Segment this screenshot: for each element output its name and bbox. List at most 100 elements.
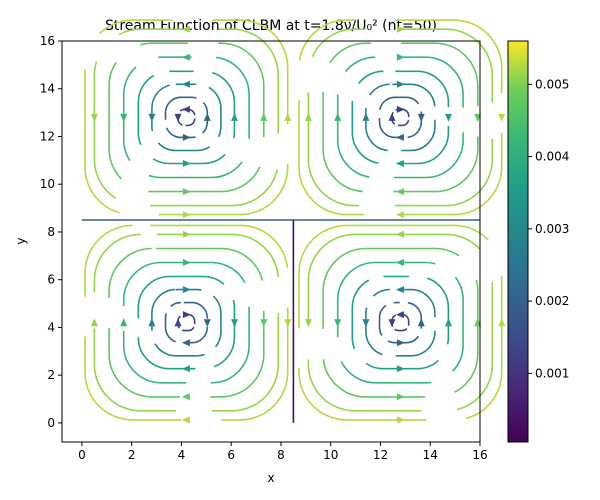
colorbar <box>507 40 529 443</box>
x-tick-label: 2 <box>128 448 136 462</box>
flow-arrow <box>396 393 405 401</box>
flow-arrow <box>445 318 452 327</box>
streamline <box>151 288 222 357</box>
vortex-1 <box>84 19 292 219</box>
streamline <box>322 247 479 398</box>
flow-arrow <box>417 113 425 122</box>
flow-arrow <box>334 319 342 328</box>
flow-arrow <box>231 112 238 121</box>
plot-area <box>81 19 506 424</box>
flow-arrow <box>395 211 404 219</box>
flow-arrow <box>445 113 452 122</box>
flow-arrow <box>182 230 191 238</box>
y-tick-label: 8 <box>47 225 55 239</box>
vortex-3 <box>84 224 292 424</box>
x-tick-label: 10 <box>323 448 338 462</box>
flow-arrow <box>181 339 190 347</box>
flow-arrow <box>90 318 98 327</box>
flow-arrow <box>498 113 506 122</box>
flow-arrow <box>396 80 405 88</box>
streamline <box>122 56 250 179</box>
flow-arrow <box>203 319 211 328</box>
y-tick-label: 14 <box>40 82 55 96</box>
flow-arrow <box>304 319 312 328</box>
streamline <box>164 301 209 344</box>
y-tick-label: 4 <box>47 320 55 334</box>
flow-arrow <box>181 416 190 424</box>
streamline <box>164 96 209 139</box>
streamline <box>322 42 479 193</box>
flow-arrow <box>181 25 190 33</box>
flow-arrow <box>260 112 268 121</box>
y-tick-label: 10 <box>40 177 55 191</box>
flow-arrow <box>362 319 370 328</box>
streamline <box>391 108 410 127</box>
streamline <box>378 301 423 344</box>
flow-arrow <box>182 160 191 167</box>
y-tick-label: 12 <box>40 129 55 143</box>
streamline <box>84 19 289 216</box>
flow-arrow <box>90 113 98 122</box>
streamline <box>177 108 196 127</box>
flow-arrow <box>120 318 128 327</box>
flow-arrow <box>120 113 128 122</box>
streamline <box>298 224 503 421</box>
streamline <box>84 224 289 421</box>
flow-arrow <box>396 365 405 373</box>
flow-arrow <box>181 53 190 61</box>
streamline <box>298 19 503 216</box>
y-axis: 0 2 4 6 8 10 12 14 16 <box>40 34 62 430</box>
flow-arrow <box>396 416 405 424</box>
streamline <box>108 247 265 398</box>
flow-arrow <box>474 318 482 327</box>
flow-arrow <box>417 318 425 327</box>
streamline <box>336 261 464 384</box>
flow-arrow <box>396 339 405 347</box>
flow-arrow <box>334 112 342 121</box>
flow-arrow <box>395 286 404 294</box>
flow-arrow <box>304 112 312 121</box>
flow-arrow <box>203 112 211 121</box>
streamline <box>336 56 464 179</box>
flow-arrow <box>362 112 370 121</box>
colorbar-tick-label: 0.004 <box>535 150 569 164</box>
flow-arrow <box>284 112 292 121</box>
flow-arrow <box>181 393 190 401</box>
flow-arrow <box>395 188 404 196</box>
vortex-2 <box>298 19 506 219</box>
flow-arrow <box>148 318 156 327</box>
x-tick-label: 14 <box>423 448 438 462</box>
colorbar-tick-label: 0.003 <box>535 222 569 236</box>
flow-arrow <box>148 113 156 122</box>
streamline <box>108 42 265 193</box>
flow-arrow <box>182 133 191 141</box>
flow-arrow <box>181 105 190 113</box>
flow-arrow <box>395 160 404 167</box>
flow-arrow <box>395 133 404 141</box>
y-tick-label: 6 <box>47 273 55 287</box>
flow-arrow <box>388 112 396 121</box>
colorbar-tick-label: 0.002 <box>535 294 569 308</box>
flow-arrow <box>231 319 238 328</box>
flow-arrow <box>396 105 405 113</box>
flow-arrow <box>284 319 292 328</box>
plot-frame <box>61 40 481 443</box>
flow-arrow <box>396 25 405 33</box>
flow-arrow <box>388 319 396 328</box>
flow-arrow <box>395 311 404 319</box>
y-tick-label: 16 <box>40 34 55 48</box>
colorbar-axis: 0.001 0.002 0.003 0.004 0.005 <box>528 77 569 380</box>
streamline <box>391 313 410 332</box>
vortex-4 <box>298 224 506 424</box>
flow-arrow <box>474 113 482 122</box>
x-tick-label: 8 <box>277 448 285 462</box>
flow-arrow <box>182 259 191 266</box>
flow-arrow <box>260 319 268 328</box>
x-axis-label: x <box>267 471 274 485</box>
flow-arrow <box>182 211 191 219</box>
streamline <box>365 83 436 152</box>
flow-arrow <box>181 365 190 373</box>
streamline <box>151 83 222 152</box>
streamline <box>122 261 250 384</box>
